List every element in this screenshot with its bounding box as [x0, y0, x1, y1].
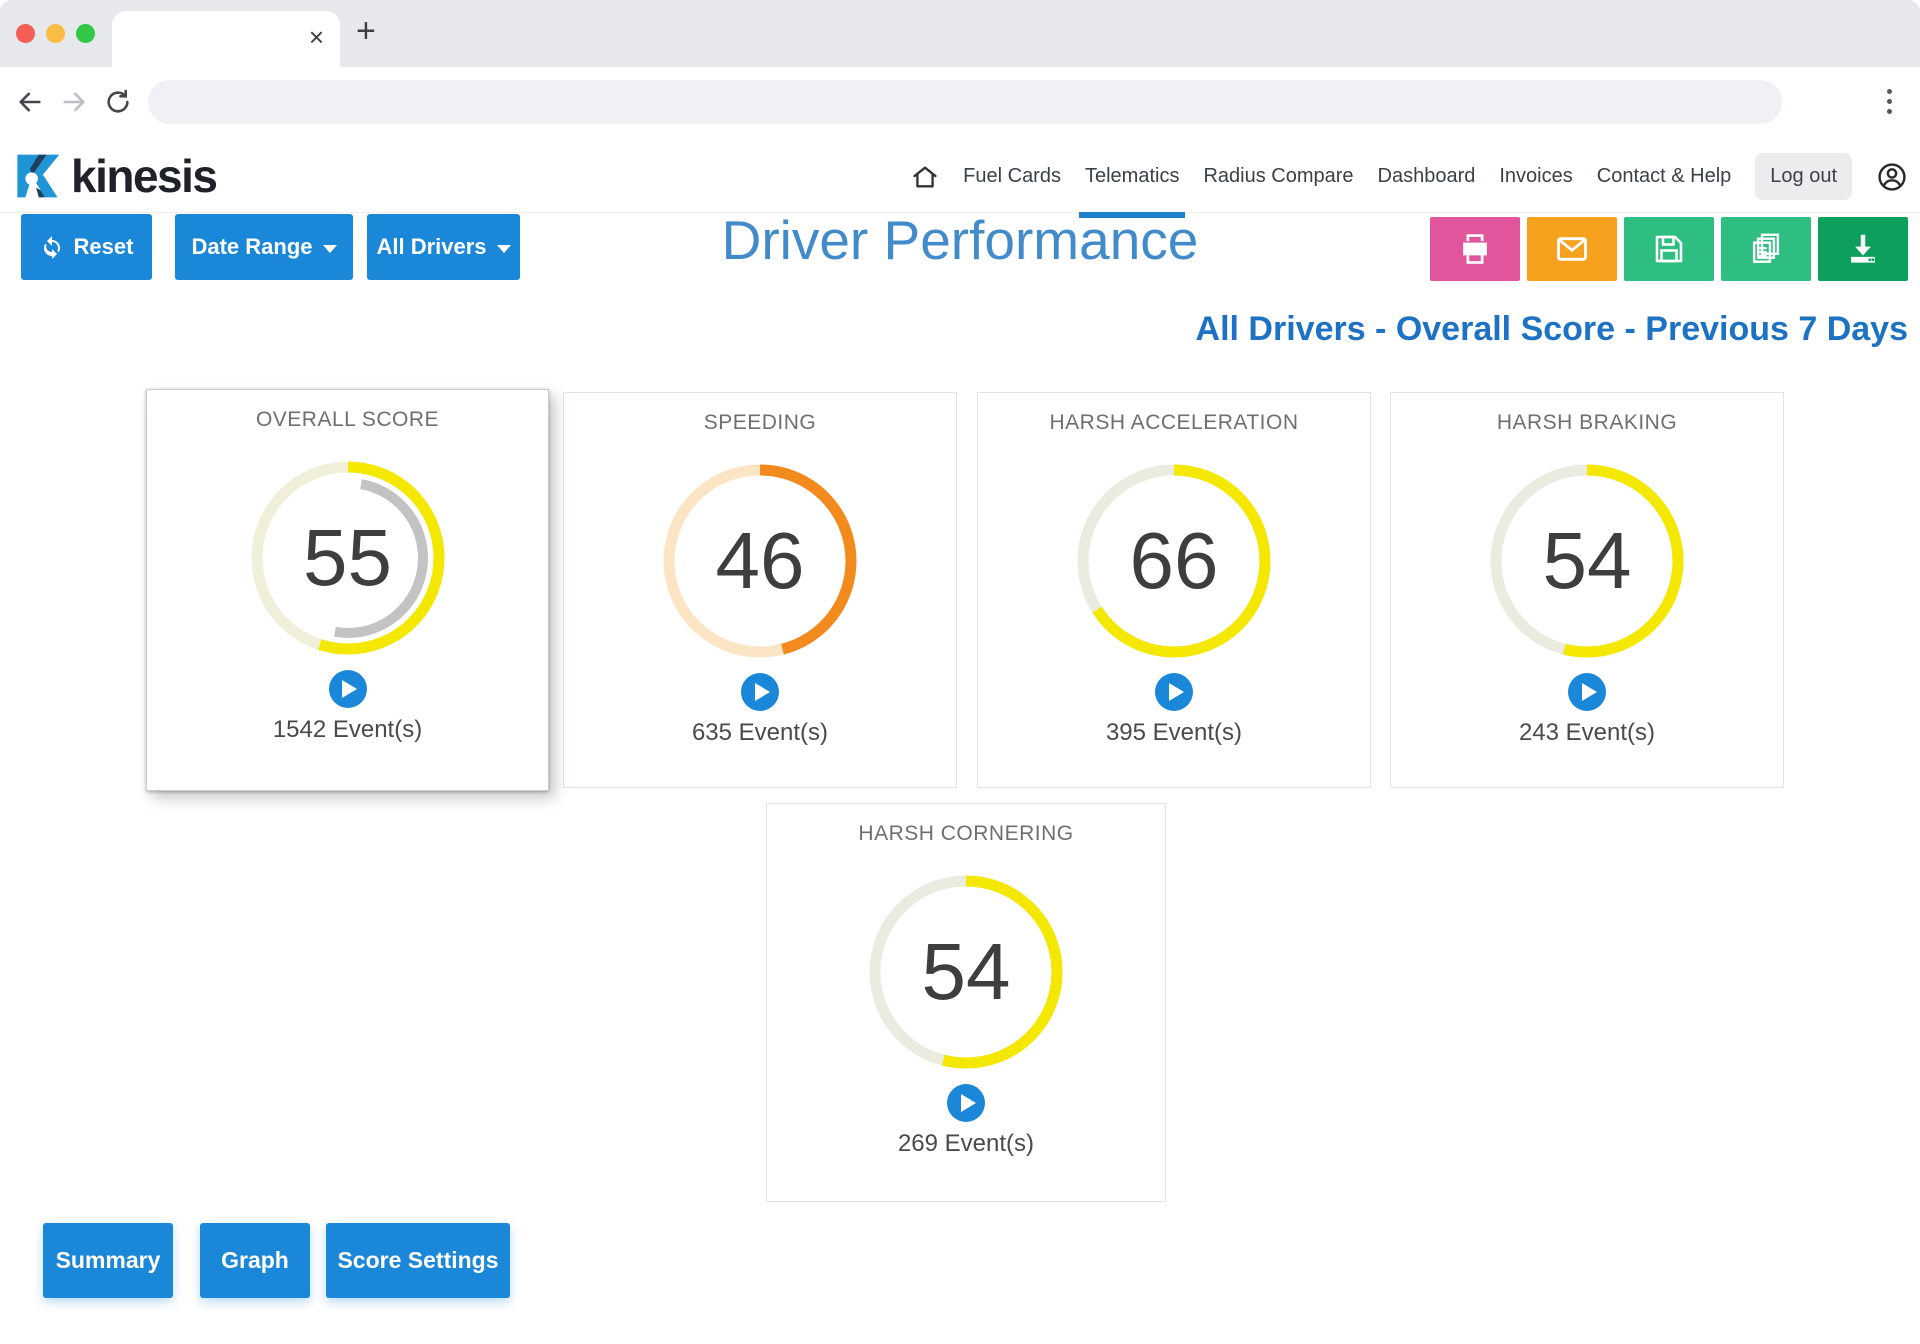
action-button-group: [1430, 217, 1908, 281]
all-drivers-label: All Drivers: [376, 234, 487, 259]
score-settings-label: Score Settings: [337, 1247, 499, 1273]
nav-item-log-out[interactable]: Log out: [1755, 153, 1852, 200]
events-count: 243 Event(s): [1518, 719, 1656, 746]
events-count: 635 Event(s): [691, 719, 829, 746]
score-gauge: 54: [866, 872, 1066, 1072]
score-settings-button[interactable]: Score Settings: [326, 1223, 510, 1298]
address-bar[interactable]: [148, 80, 1782, 124]
score-card[interactable]: HARSH ACCELERATION 66 395 Event(s): [977, 392, 1371, 788]
browser-tab-strip: × +: [0, 0, 1920, 67]
events-count: 395 Event(s): [1105, 719, 1243, 746]
graph-button[interactable]: Graph: [200, 1223, 310, 1298]
printer-icon: [1463, 234, 1487, 264]
score-card[interactable]: OVERALL SCORE 55 1542 Event(s): [146, 389, 549, 791]
save-button[interactable]: [1624, 217, 1714, 281]
score-value: 54: [1542, 516, 1632, 605]
print-button[interactable]: [1430, 217, 1520, 281]
browser-tab[interactable]: ×: [112, 11, 340, 67]
chevron-down-icon: [496, 244, 511, 253]
kinesis-logo-icon: [17, 154, 60, 198]
score-gauge: 55: [248, 458, 448, 658]
date-range-label: Date Range: [191, 234, 313, 259]
score-card[interactable]: HARSH BRAKING 54 243 Event(s): [1390, 392, 1784, 788]
score-card[interactable]: SPEEDING 46 635 Event(s): [563, 392, 957, 788]
email-button[interactable]: [1527, 217, 1617, 281]
reload-icon[interactable]: [104, 88, 132, 116]
download-button[interactable]: [1818, 217, 1908, 281]
home-icon[interactable]: [911, 163, 939, 191]
account-icon[interactable]: [1876, 161, 1908, 193]
copy-pages-icon: [1752, 233, 1780, 263]
tab-close-icon[interactable]: ×: [308, 22, 324, 52]
kinesis-logo[interactable]: kinesis: [12, 149, 218, 203]
play-button[interactable]: [1568, 673, 1606, 711]
back-icon[interactable]: [16, 88, 44, 116]
events-count: 1542 Event(s): [272, 716, 423, 743]
date-range-button[interactable]: Date Range: [175, 214, 353, 280]
chevron-down-icon: [322, 244, 337, 253]
summary-button[interactable]: Summary: [43, 1223, 173, 1298]
score-gauge: 46: [660, 461, 860, 661]
card-title: OVERALL SCORE: [255, 408, 440, 431]
score-gauge: 54: [1487, 461, 1687, 661]
score-card[interactable]: HARSH CORNERING 54 269 Event(s): [766, 803, 1166, 1202]
envelope-icon: [1557, 237, 1587, 261]
card-title: HARSH ACCELERATION: [1049, 411, 1299, 434]
nav-item-telematics[interactable]: Telematics: [1078, 165, 1186, 218]
forward-icon[interactable]: [60, 88, 88, 116]
window-close-button[interactable]: [16, 24, 35, 43]
refresh-icon: [43, 236, 60, 259]
score-gauge: 66: [1074, 461, 1274, 661]
play-button[interactable]: [947, 1084, 985, 1122]
card-title: SPEEDING: [703, 411, 817, 434]
site-header: kinesis Fuel Cards Telematics Radius Compa…: [0, 140, 1920, 218]
floppy-disk-icon: [1655, 235, 1683, 263]
nav-item-contact-help[interactable]: Contact & Help: [1596, 165, 1732, 187]
copy-button[interactable]: [1721, 217, 1811, 281]
reset-label: Reset: [73, 234, 134, 259]
summary-label: Summary: [55, 1247, 161, 1273]
window-controls: [16, 24, 95, 43]
browser-menu-icon[interactable]: [1887, 89, 1892, 114]
card-title: HARSH BRAKING: [1496, 411, 1678, 434]
main-nav: Fuel Cards Telematics Radius Compare Dashbo…: [911, 140, 1908, 218]
score-value: 54: [921, 927, 1011, 1016]
play-button[interactable]: [741, 673, 779, 711]
events-count: 269 Event(s): [897, 1130, 1035, 1157]
window-minimize-button[interactable]: [46, 24, 65, 43]
all-drivers-button[interactable]: All Drivers: [367, 214, 520, 280]
nav-item-invoices[interactable]: Invoices: [1499, 165, 1573, 187]
nav-item-radius-compare[interactable]: Radius Compare: [1203, 165, 1354, 187]
score-value: 66: [1129, 516, 1219, 605]
score-value: 55: [303, 513, 392, 602]
score-value: 46: [715, 516, 805, 605]
play-button[interactable]: [1155, 673, 1193, 711]
nav-item-fuel-cards[interactable]: Fuel Cards: [963, 165, 1061, 187]
reset-button[interactable]: Reset: [21, 214, 152, 280]
brand-name: kinesis: [71, 150, 218, 202]
browser-toolbar: [0, 67, 1920, 140]
graph-label: Graph: [221, 1247, 289, 1273]
new-tab-button[interactable]: +: [356, 12, 376, 50]
page-title: Driver Performance: [721, 209, 1199, 271]
window-maximize-button[interactable]: [76, 24, 95, 43]
page-subtitle: All Drivers - Overall Score - Previous 7…: [1195, 310, 1908, 348]
play-button[interactable]: [328, 670, 367, 708]
card-title: HARSH CORNERING: [858, 822, 1074, 845]
download-icon: [1851, 234, 1875, 263]
nav-item-dashboard[interactable]: Dashboard: [1377, 165, 1476, 187]
